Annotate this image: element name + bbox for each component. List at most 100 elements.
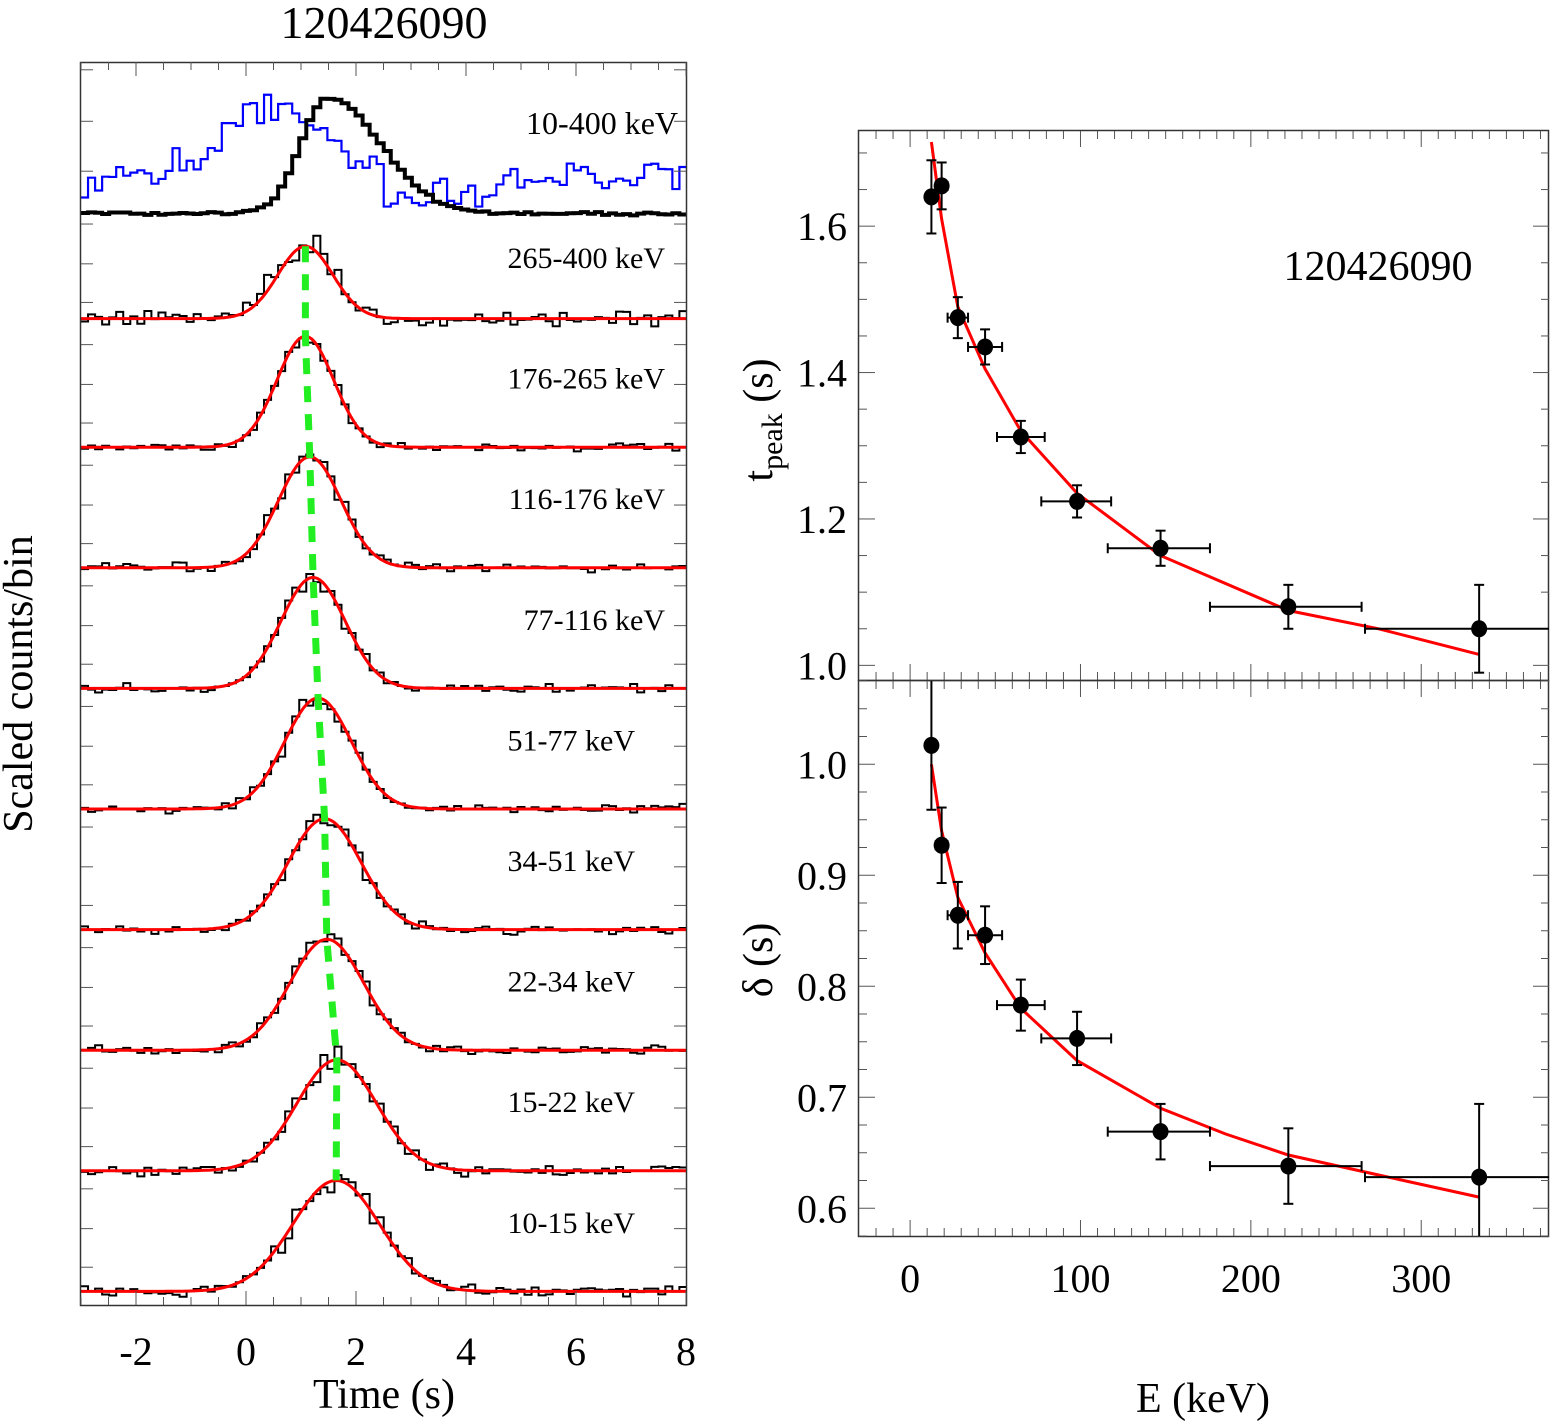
- energy-xlabel: E (keV): [1136, 1376, 1270, 1422]
- band-label: 22-34 keV: [508, 966, 636, 999]
- data-point-group: [923, 681, 940, 811]
- delta-panel: 0.6 0.7 0.8 0.9 1.0 0 100 200 300 δ (s) E (keV): [736, 679, 1550, 1422]
- band-panel: 22-34 keV: [81, 933, 687, 1055]
- x-tick-label: 2: [346, 1329, 366, 1374]
- data-point: [1152, 539, 1169, 557]
- data-point: [923, 188, 940, 206]
- gaussian-fit: [81, 817, 686, 932]
- band-panel: 265-400 keV: [81, 234, 687, 328]
- x-tick-label: 300: [1391, 1256, 1451, 1301]
- gaussian-fit: [81, 334, 686, 449]
- data-point-group: [1208, 1127, 1363, 1205]
- band-panel: 116-176 keV: [81, 453, 687, 574]
- band-label: 176-265 keV: [508, 363, 666, 396]
- peak-trend-line: [301, 246, 341, 1181]
- y-tick-label: 1.0: [797, 643, 847, 688]
- data-point-group: [1364, 1102, 1549, 1236]
- delta-ylabel: δ (s): [736, 923, 782, 998]
- data-point-group: [996, 419, 1046, 455]
- gaussian-fit: [81, 1178, 686, 1293]
- x-tick-label: -2: [119, 1329, 152, 1374]
- gaussian-fit: [81, 937, 686, 1052]
- data-point: [949, 309, 966, 327]
- data-point: [1280, 598, 1297, 616]
- data-point: [1152, 1123, 1169, 1141]
- band-label: 77-116 keV: [524, 604, 666, 637]
- band-label: 116-176 keV: [509, 483, 666, 516]
- data-point: [1012, 428, 1029, 446]
- gaussian-fit: [81, 1058, 686, 1173]
- data-point: [977, 926, 994, 944]
- data-point: [1471, 1168, 1488, 1186]
- data-point-group: [933, 806, 950, 885]
- data-point-group: [923, 159, 940, 235]
- left-title: 120426090: [281, 0, 488, 48]
- gaussian-fit: [81, 244, 686, 321]
- delta-frame: [857, 679, 1550, 1238]
- x-tick-label: 6: [566, 1329, 586, 1374]
- y-tick-label: 0.7: [797, 1075, 847, 1120]
- data-point: [977, 338, 994, 356]
- data-point-group: [1364, 583, 1549, 674]
- band-label: 10-400 keV: [526, 105, 678, 141]
- data-point: [933, 177, 950, 195]
- data-point-group: [1106, 1102, 1211, 1161]
- data-point-group: [1106, 529, 1211, 567]
- y-tick-label: 1.6: [797, 204, 847, 249]
- band-label: 10-15 keV: [508, 1207, 636, 1240]
- band-label: 51-77 keV: [508, 724, 636, 757]
- band-panel: 51-77 keV: [81, 696, 687, 815]
- gaussian-fit: [81, 696, 686, 811]
- left-ylabel: Scaled counts/bin: [0, 535, 42, 832]
- gaussian-fit: [81, 575, 686, 690]
- y-tick-label: 1.0: [797, 742, 847, 787]
- gaussian-fit: [81, 455, 686, 570]
- x-tick-label: 100: [1050, 1256, 1110, 1301]
- total-light-curve: [81, 96, 687, 218]
- data-point-group: [946, 880, 970, 950]
- data-point-group: [1208, 583, 1363, 630]
- tpeak-panel: 1.0 1.2 1.4 1.6 120426090 tpeak (s): [736, 129, 1550, 688]
- data-point-group: [967, 905, 1004, 966]
- y-tick-label: 1.4: [797, 351, 847, 396]
- data-point: [933, 836, 950, 854]
- comparison-light-curve: [81, 93, 687, 208]
- data-point: [1069, 492, 1086, 510]
- x-tick-label: 8: [676, 1329, 696, 1374]
- data-point: [1012, 996, 1029, 1014]
- data-point: [949, 906, 966, 924]
- tpeak-annotation: 120426090: [1284, 244, 1473, 290]
- band-light-curve: [81, 1174, 687, 1298]
- band-panel: 176-265 keV: [81, 334, 687, 453]
- x-tick-label: 4: [456, 1329, 476, 1374]
- x-tick-label: 0: [900, 1256, 920, 1301]
- band-panel: 10-15 keV: [81, 1174, 687, 1298]
- left-xlabel: Time (s): [313, 1372, 455, 1418]
- data-point-group: [996, 978, 1046, 1032]
- data-point-group: [967, 328, 1004, 366]
- y-tick-label: 0.6: [797, 1186, 847, 1231]
- x-tick-label: 0: [236, 1329, 256, 1374]
- band-panel: 77-116 keV: [81, 573, 687, 694]
- band-panel: 15-22 keV: [81, 1045, 687, 1178]
- data-point: [1471, 620, 1488, 638]
- data-point-group: [1040, 1010, 1113, 1067]
- x-tick-label: 200: [1221, 1256, 1281, 1301]
- data-point-group: [946, 296, 970, 340]
- data-point: [1069, 1029, 1086, 1047]
- y-tick-label: 0.8: [797, 964, 847, 1009]
- data-point-group: [933, 161, 950, 211]
- light-curve-panel: 120426090 10-400 keV 265-400 keV 176-265 k…: [0, 0, 696, 1418]
- band-label: 15-22 keV: [508, 1086, 636, 1119]
- data-point: [923, 736, 940, 754]
- fit-curve: [929, 141, 1480, 656]
- tpeak-frame: [857, 129, 1550, 682]
- y-tick-label: 1.2: [797, 497, 847, 542]
- data-point: [1280, 1157, 1297, 1175]
- tpeak-ylabel: tpeak (s): [736, 358, 789, 481]
- band-label: 34-51 keV: [508, 845, 636, 878]
- band-label: 265-400 keV: [508, 242, 666, 275]
- y-tick-label: 0.9: [797, 853, 847, 898]
- band-panel: 34-51 keV: [81, 813, 687, 936]
